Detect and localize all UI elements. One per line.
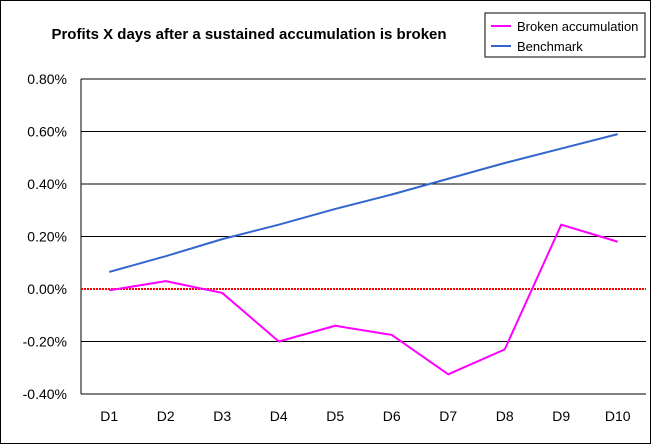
x-tick-label: D10 (605, 408, 631, 424)
legend: Broken accumulation Benchmark (484, 12, 646, 58)
y-tick-label: 0.20% (27, 229, 67, 245)
chart-title: Profits X days after a sustained accumul… (51, 26, 446, 43)
x-tick-label: D1 (100, 408, 118, 424)
plot-area: 0.80% 0.60% 0.40% 0.20% 0.00% -0.20% -0.40% D1 D… (23, 71, 646, 424)
x-tick-label: D8 (496, 408, 514, 424)
x-tick-label: D5 (326, 408, 344, 424)
x-tick-label: D3 (213, 408, 231, 424)
x-tick-label: D6 (383, 408, 401, 424)
x-tick-label: D4 (270, 408, 288, 424)
y-tick-label: -0.20% (23, 334, 67, 350)
legend-label: Broken accumulation (517, 19, 638, 34)
y-tick-label: 0.40% (27, 176, 67, 192)
y-tick-label: -0.40% (23, 386, 67, 402)
series-line-benchmark (108, 133, 618, 273)
x-tick-label: D7 (439, 408, 457, 424)
y-tick-label: 0.80% (27, 71, 67, 87)
x-tick-label: D2 (157, 408, 175, 424)
series-line-broken-accumulation (109, 223, 619, 376)
y-tick-label: 0.00% (27, 281, 67, 297)
x-tick-label: D9 (552, 408, 570, 424)
y-tick-label: 0.60% (27, 124, 67, 140)
legend-box (484, 12, 646, 58)
legend-label: Benchmark (517, 39, 583, 54)
